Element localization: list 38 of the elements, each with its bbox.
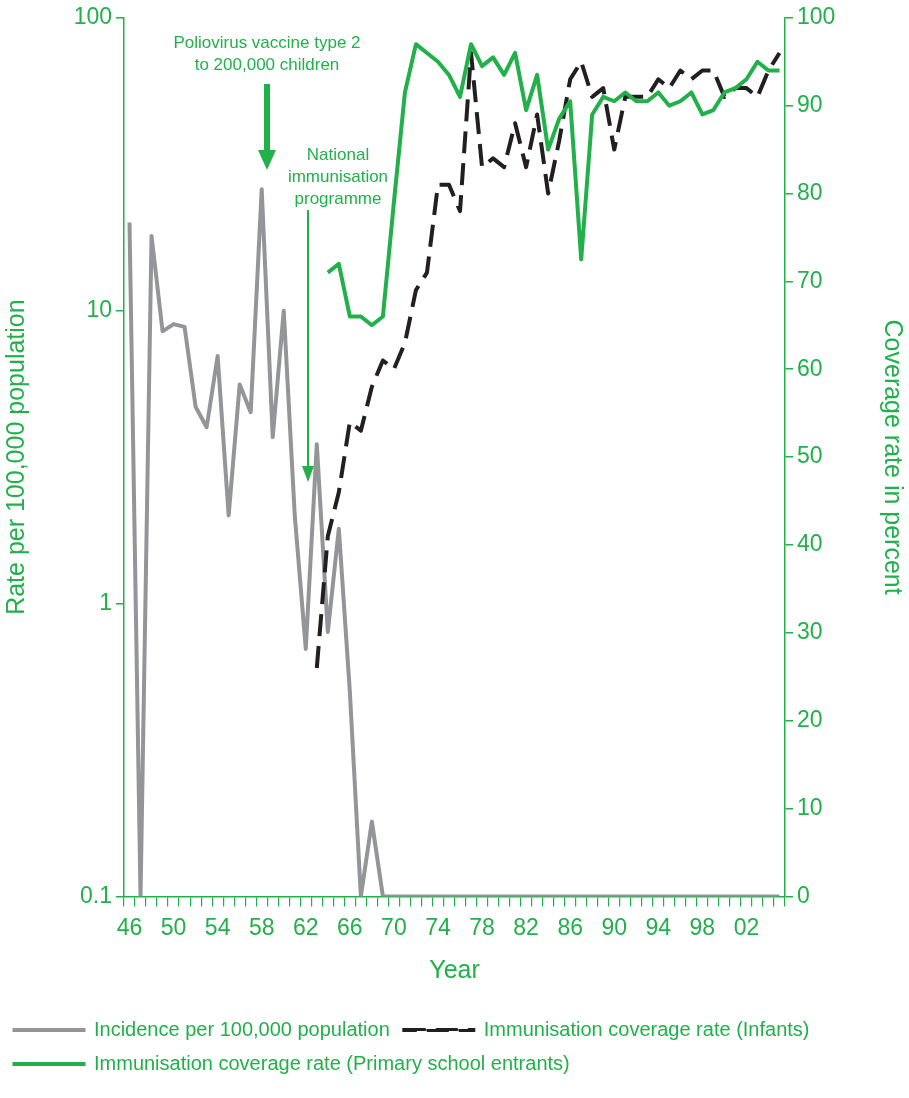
- x-tick-label: 46: [116, 913, 143, 940]
- y2-tick-label: 10: [797, 793, 823, 820]
- y2-tick-label: 100: [797, 3, 836, 30]
- annotation: National immunisation programme: [287, 145, 389, 208]
- y2-tick-label: 60: [797, 354, 823, 381]
- x-tick-label: 62: [292, 913, 319, 940]
- y2-tick-label: 80: [797, 178, 823, 205]
- x-tick-label: 94: [645, 913, 672, 940]
- legend-label: Immunisation coverage rate (Primary school entrants): [94, 1051, 570, 1074]
- y2-tick-label: 90: [797, 91, 823, 117]
- legend-label: Incidence per 100,000 population: [94, 1017, 390, 1040]
- x-tick-label: 98: [689, 913, 716, 940]
- y2-tick-label: 30: [797, 618, 823, 645]
- y-tick-label: 1: [99, 588, 112, 615]
- x-tick-label: 02: [733, 913, 760, 940]
- y-tick-label: 10: [86, 296, 112, 323]
- y2-tick-label: 40: [797, 530, 823, 557]
- x-tick-label: 66: [337, 913, 363, 940]
- annotation: Poliovirus vaccine type 2 to 200,000 children: [173, 33, 361, 74]
- x-tick-label: 78: [469, 913, 495, 940]
- x-tick-label: 50: [160, 913, 187, 940]
- y-tick-label: 100: [73, 3, 112, 30]
- x-axis-title: Year: [429, 954, 480, 983]
- y2-tick-label: 50: [797, 442, 823, 469]
- x-tick-label: 58: [248, 913, 275, 940]
- x-tick-label: 54: [204, 913, 231, 940]
- legend-label: Immunisation coverage rate (Infants): [483, 1017, 810, 1040]
- x-tick-label: 86: [557, 913, 583, 940]
- y2-tick-label: 0: [797, 881, 810, 908]
- x-tick-label: 90: [601, 913, 628, 940]
- y-axis-title: Rate per 100,000 population: [0, 299, 29, 615]
- y2-tick-label: 70: [797, 266, 823, 293]
- x-tick-label: 82: [513, 913, 539, 940]
- x-tick-label: 70: [381, 913, 407, 940]
- y2-axis-title: Coverage rate in percent: [880, 319, 909, 595]
- x-tick-label: 74: [425, 913, 451, 940]
- y-tick-label: 0.1: [80, 881, 112, 908]
- y2-tick-label: 20: [797, 706, 823, 733]
